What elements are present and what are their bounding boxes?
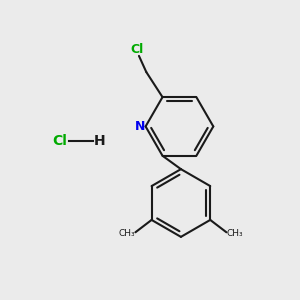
Text: Cl: Cl xyxy=(131,43,144,56)
Text: H: H xyxy=(94,134,106,148)
Text: CH₃: CH₃ xyxy=(226,229,243,238)
Text: N: N xyxy=(135,120,146,133)
Text: Cl: Cl xyxy=(53,134,68,148)
Text: CH₃: CH₃ xyxy=(119,229,136,238)
